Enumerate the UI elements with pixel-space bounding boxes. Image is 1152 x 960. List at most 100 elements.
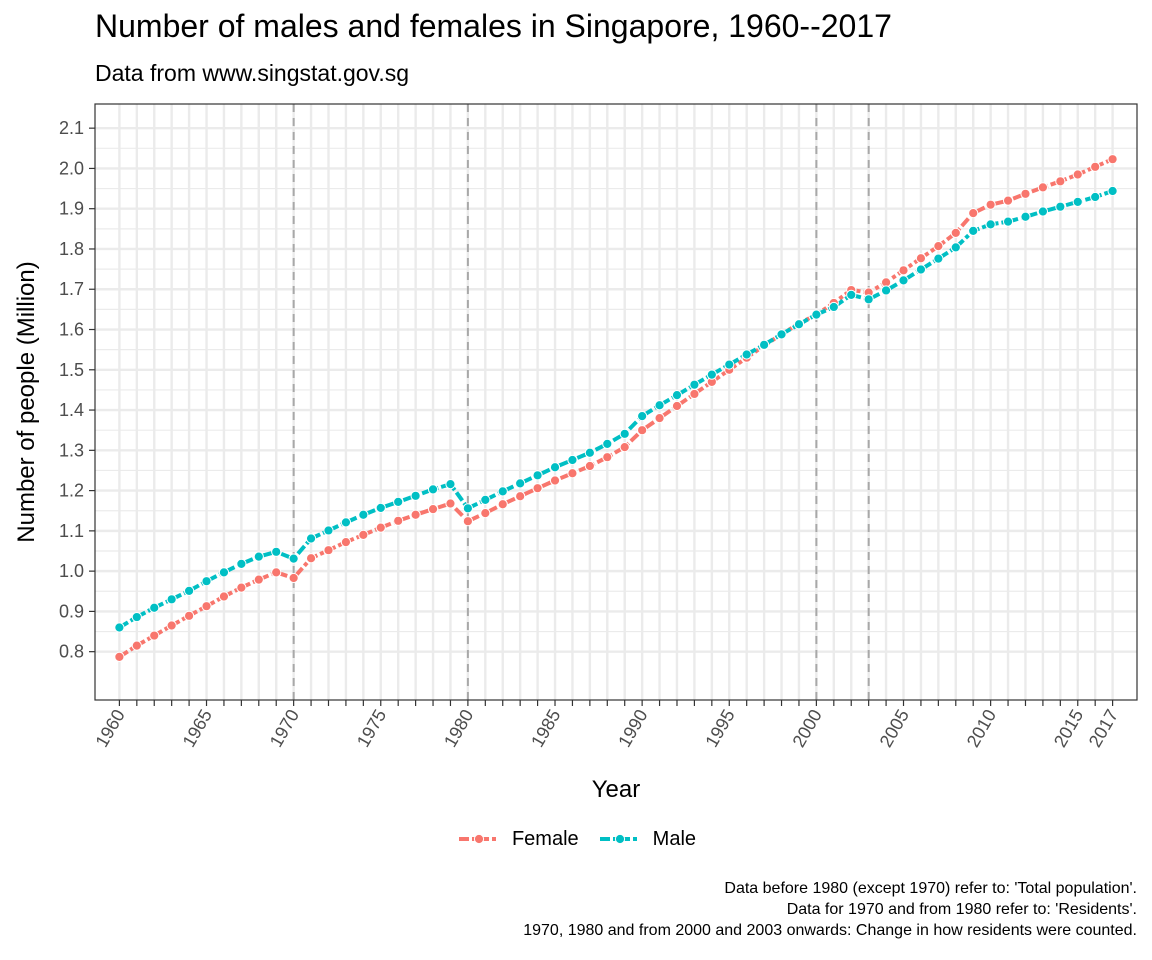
x-tick-label: 1985 — [527, 706, 564, 751]
data-point-male — [741, 349, 752, 360]
data-point-male — [915, 264, 927, 275]
data-point-male — [1107, 185, 1118, 197]
data-point-male — [149, 602, 160, 613]
data-point-female — [497, 499, 508, 510]
caption-line: 1970, 1980 and from 2000 and 2003 onward… — [523, 922, 1137, 939]
y-tick-label: 0.8 — [59, 642, 84, 662]
chart-subtitle: Data from www.singstat.gov.sg — [95, 60, 410, 86]
data-point-male — [828, 301, 839, 313]
chart-title: Number of males and females in Singapore… — [95, 8, 892, 44]
x-tick-label: 1990 — [614, 706, 651, 751]
data-point-male — [567, 454, 578, 466]
data-point-female — [968, 208, 979, 219]
data-point-female — [427, 504, 439, 515]
y-tick-label: 0.9 — [59, 601, 84, 621]
y-tick-label: 1.1 — [59, 521, 84, 541]
plot-panel-background — [95, 104, 1137, 700]
data-point-male — [480, 494, 491, 505]
data-point-male — [933, 253, 944, 264]
data-point-male — [1055, 201, 1066, 212]
x-tick-label: 2015 — [1050, 706, 1087, 751]
x-tick-label: 1960 — [92, 706, 129, 751]
legend-key-point — [473, 833, 485, 845]
data-point-male — [793, 319, 805, 330]
series-line-male — [118, 189, 1114, 630]
data-point-male — [340, 517, 352, 528]
x-tick-label: 2005 — [876, 706, 913, 751]
data-point-female — [166, 620, 177, 631]
data-point-male — [236, 558, 247, 569]
data-point-male — [706, 369, 717, 380]
data-point-female — [183, 610, 195, 621]
y-tick-label: 1.6 — [59, 320, 84, 340]
caption-line: Data before 1980 (except 1970) refer to:… — [724, 880, 1137, 897]
caption: Data before 1980 (except 1970) refer to:… — [523, 878, 1137, 941]
data-point-male — [1020, 211, 1031, 222]
x-tick-label: 1970 — [266, 706, 303, 751]
data-point-female — [1107, 154, 1118, 165]
data-point-female — [271, 567, 282, 578]
data-point-female — [915, 253, 927, 264]
legend: Female Male — [0, 822, 1152, 856]
data-point-female — [149, 630, 160, 641]
y-tick-label: 2.1 — [59, 118, 84, 138]
legend-key-female — [458, 833, 499, 845]
data-point-female — [358, 529, 369, 540]
data-point-male — [462, 503, 473, 514]
y-tick-label: 1.0 — [59, 561, 84, 581]
x-axis: 1960 1965 1970 1975 1980 1985 1990 1995 2000 2005… — [92, 700, 1122, 751]
data-point-female — [637, 425, 648, 436]
data-point-male — [166, 594, 177, 605]
data-point-male — [131, 611, 142, 623]
data-point-female — [1072, 169, 1083, 180]
data-point-female — [114, 651, 125, 663]
data-point-male — [427, 484, 439, 495]
data-point-male — [375, 502, 386, 514]
x-tick-label: 2017 — [1085, 706, 1122, 751]
data-point-female — [480, 508, 491, 519]
legend-key-point — [614, 833, 625, 845]
data-point-female — [393, 515, 404, 526]
data-point-female — [532, 483, 543, 494]
data-point-female — [375, 522, 386, 533]
data-point-female — [567, 468, 578, 479]
data-point-male — [288, 553, 299, 564]
data-point-female — [288, 572, 299, 584]
data-point-male — [515, 478, 526, 489]
data-point-female — [1020, 188, 1031, 199]
y-axis: 0.8 0.9 1.0 1.1 1.2 1.3 1.4 1.5 1.6 1.7 1.8 1.9 2.0 2… — [59, 118, 95, 662]
series-line-female — [118, 157, 1114, 659]
data-point-male — [549, 462, 561, 473]
data-point-male — [724, 359, 735, 370]
data-point-female — [131, 640, 142, 651]
y-tick-label: 1.7 — [59, 279, 84, 299]
data-point-male — [532, 470, 543, 481]
legend-label-male: Male — [652, 827, 697, 850]
data-point-male — [846, 289, 857, 300]
x-tick-label: 1980 — [440, 706, 477, 751]
data-point-male — [671, 390, 683, 401]
plot-panel-border — [94, 103, 1138, 701]
data-point-male — [358, 509, 369, 520]
legend-item-male: Male — [597, 822, 696, 856]
data-point-male — [1090, 191, 1101, 203]
data-point-female — [340, 537, 352, 548]
series-lines — [118, 157, 1114, 659]
data-point-female — [1090, 161, 1101, 172]
data-point-female — [602, 452, 613, 463]
y-tick-label: 1.5 — [59, 360, 84, 380]
data-point-female — [305, 553, 317, 564]
data-point-female — [410, 509, 421, 520]
data-point-female — [584, 460, 595, 472]
data-point-male — [759, 339, 770, 350]
legend-item-female: Female — [456, 822, 579, 856]
data-point-male — [253, 551, 264, 562]
data-point-female — [1037, 182, 1049, 193]
data-point-male — [602, 438, 613, 449]
x-tick-label: 1995 — [701, 706, 738, 751]
data-point-male — [183, 585, 195, 596]
data-point-male — [114, 622, 125, 633]
data-point-male — [689, 379, 700, 390]
minor-grid-y — [95, 147, 1137, 633]
data-point-male — [880, 285, 892, 296]
